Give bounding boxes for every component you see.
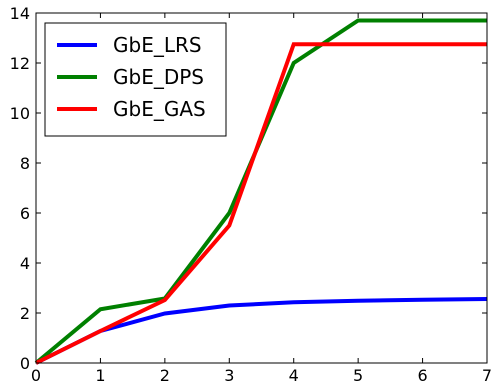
y-tick-label: 10	[10, 104, 30, 123]
y-tick-label: 12	[10, 54, 30, 73]
y-tick-label: 2	[20, 304, 30, 323]
x-tick-label: 6	[417, 366, 427, 385]
x-tick-label: 3	[224, 366, 234, 385]
y-tick-label: 6	[20, 204, 30, 223]
series-line-gbe-gas	[35, 42, 487, 365]
series-lines	[34, 18, 488, 365]
legend: GbE_LRS GbE_DPS GbE_GAS	[44, 22, 227, 137]
y-tick-label: 8	[20, 154, 30, 173]
legend-label: GbE_GAS	[113, 97, 206, 121]
x-tick-label: 0	[31, 366, 41, 385]
series-line-gbe-lrs	[35, 297, 488, 365]
legend-label: GbE_DPS	[113, 65, 204, 89]
x-tick-label: 7	[482, 366, 491, 385]
plot-area-frame	[35, 12, 488, 364]
legend-box	[44, 22, 227, 137]
x-tick-label: 1	[95, 366, 105, 385]
y-tick-label: 14	[10, 4, 30, 23]
x-tick-label: 2	[160, 366, 170, 385]
y-tick-label: 4	[20, 254, 30, 273]
x-tick-label: 4	[289, 366, 299, 385]
y-tick-label: 0	[20, 354, 30, 373]
x-tick-label: 5	[353, 366, 363, 385]
legend-label: GbE_LRS	[113, 33, 202, 57]
